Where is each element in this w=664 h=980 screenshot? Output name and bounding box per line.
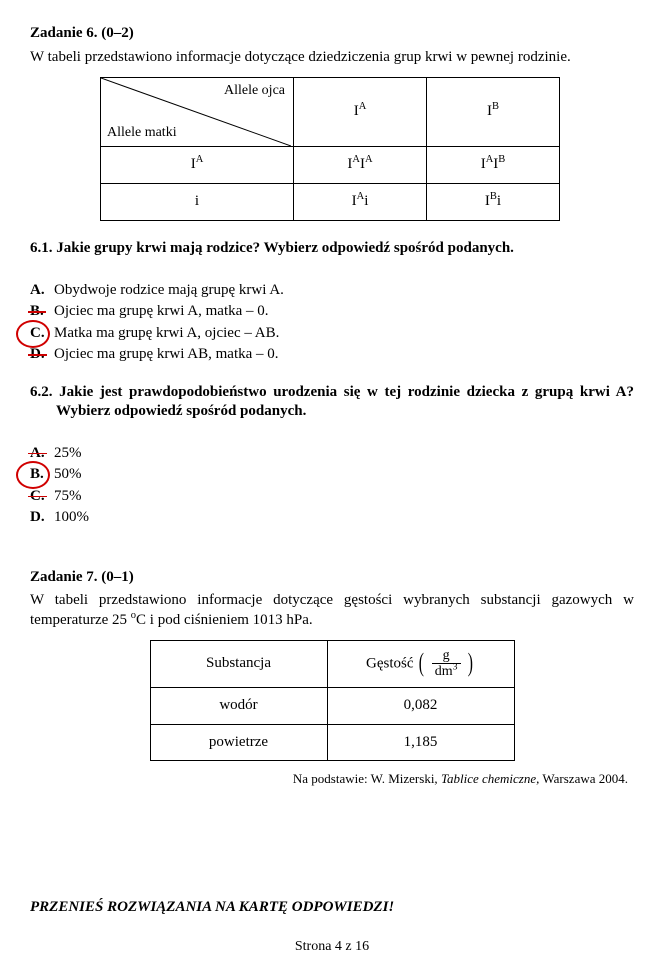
diag-cell: Allele ojca Allele matki — [101, 78, 294, 147]
cell-1-2: IAIB — [427, 147, 560, 184]
density-r2c2: 1,185 — [327, 724, 514, 761]
q61-options: A. Obydwoje rodzice mają grupę krwi A. B… — [30, 281, 634, 365]
task6-heading: Zadanie 6. (0–2) — [30, 24, 634, 44]
density-r1c1: wodór — [150, 688, 327, 725]
cell-2-1: IAi — [294, 184, 427, 221]
q61-option-d: D. Ojciec ma grupę krwi AB, matka – 0. — [30, 345, 634, 365]
cell-1-1: IAIA — [294, 147, 427, 184]
q62-option-a: A. 25% — [30, 444, 634, 464]
q61-heading: 6.1. Jakie grupy krwi mają rodzice? Wybi… — [30, 239, 634, 259]
punnett-table: Allele ojca Allele matki IA IB IA IAIA I… — [100, 77, 560, 221]
q62-option-b: B. 50% — [30, 465, 634, 485]
task7-intro: W tabeli przedstawiono informacje dotycz… — [30, 591, 634, 630]
source-citation: Na podstawie: W. Mizerski, Tablice chemi… — [30, 771, 628, 788]
q61-option-b: B. Ojciec ma grupę krwi A, matka – 0. — [30, 302, 634, 322]
q61-option-a: A. Obydwoje rodzice mają grupę krwi A. — [30, 281, 634, 301]
density-th1: Substancja — [150, 641, 327, 688]
task7-heading: Zadanie 7. (0–1) — [30, 568, 634, 588]
q62-option-d: D. 100% — [30, 508, 634, 528]
col-header-2: IB — [427, 78, 560, 147]
q62-option-c: C. 75% — [30, 487, 634, 507]
density-r1c2: 0,082 — [327, 688, 514, 725]
q62-options: A. 25% B. 50% C. 75% D. 100% — [30, 444, 634, 528]
page-number: Strona 4 z 16 — [30, 938, 634, 956]
density-r2c1: powietrze — [150, 724, 327, 761]
footer-instruction: PRZENIEŚ ROZWIĄZANIA NA KARTĘ ODPOWIEDZI… — [30, 898, 634, 918]
row-header-1: IA — [101, 147, 294, 184]
q61-option-c: C. Matka ma grupę krwi A, ojciec – AB. — [30, 324, 634, 344]
row-header-2: i — [101, 184, 294, 221]
density-th2: Gęstość ( g dm3 ) — [327, 641, 514, 688]
allele-matki-label: Allele matki — [107, 124, 177, 142]
task6-intro: W tabeli przedstawiono informacje dotycz… — [30, 48, 634, 68]
allele-ojca-label: Allele ojca — [224, 82, 285, 100]
density-table: Substancja Gęstość ( g dm3 ) wodór 0,082… — [150, 640, 515, 761]
q62-heading: 6.2. Jakie jest prawdopodobieństwo urodz… — [30, 383, 634, 422]
cell-2-2: IBi — [427, 184, 560, 221]
col-header-1: IA — [294, 78, 427, 147]
